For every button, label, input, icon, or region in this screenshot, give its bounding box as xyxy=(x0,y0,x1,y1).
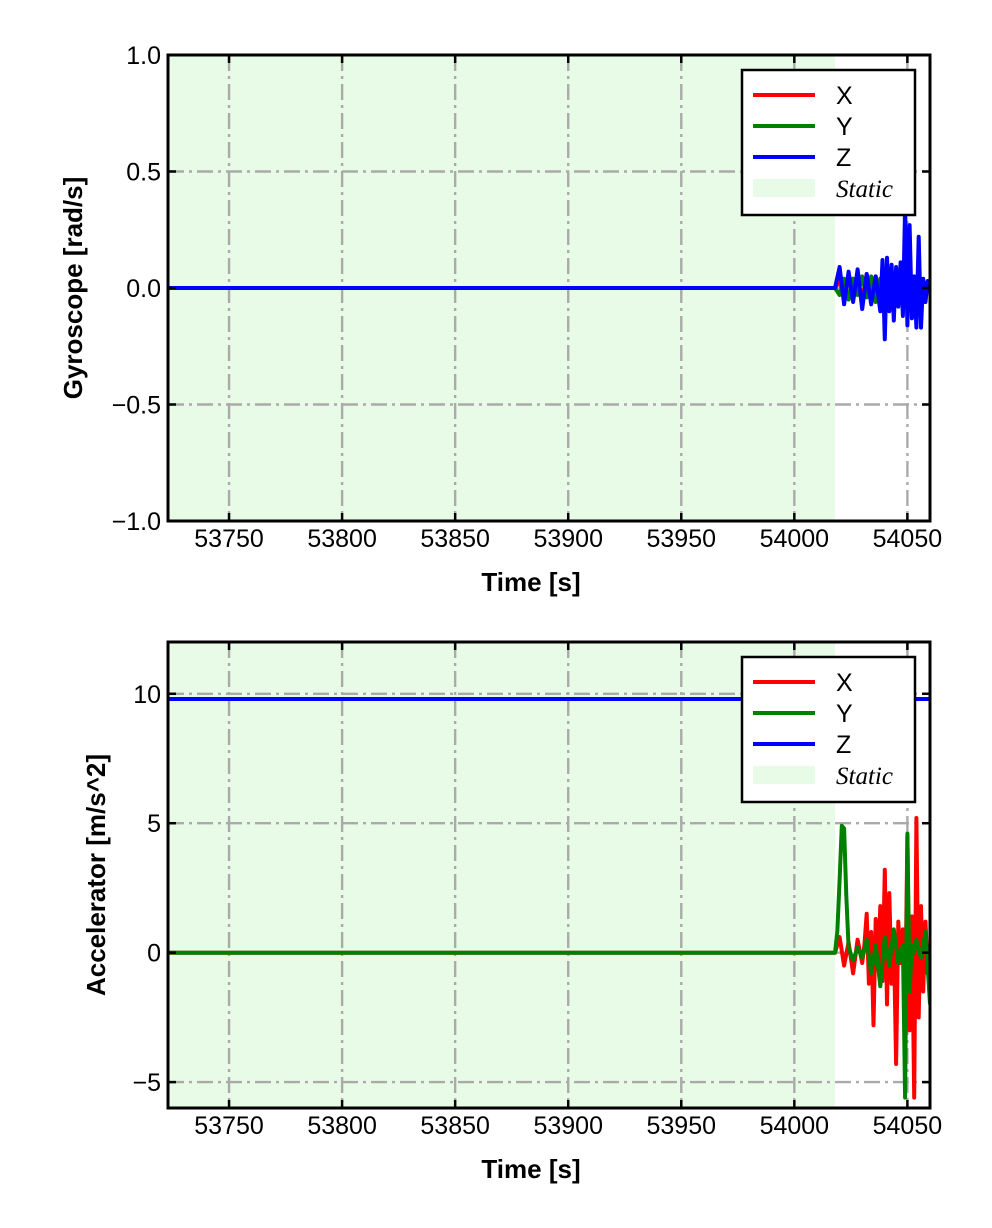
legend-label-static: Static xyxy=(836,763,893,790)
y-tick-label: 0.0 xyxy=(126,275,161,303)
series-group xyxy=(168,204,930,342)
x-tick-label: 53950 xyxy=(647,525,717,553)
legend-label-z: Z xyxy=(836,731,851,759)
legend-label-x: X xyxy=(836,669,853,697)
x-tick-label: 53850 xyxy=(420,1112,490,1140)
legend-label-static: Static xyxy=(836,176,893,203)
series-line-y xyxy=(168,823,930,1100)
gyroscope-chart: 53750 53800 53850 53900 53950 54000 54050 −1.0 −… xyxy=(58,42,942,597)
x-tick-label: 53950 xyxy=(647,1112,717,1140)
accelerometer-chart: 53750 53800 53850 53900 53950 54000 54050 −5 0 5 1… xyxy=(81,640,943,1184)
plot-frame xyxy=(166,640,932,1110)
y-tick-label: 1.0 xyxy=(126,42,161,70)
static-region xyxy=(168,642,836,1108)
x-tick-label: 53750 xyxy=(194,1112,264,1140)
x-tick-label: 54050 xyxy=(873,1112,943,1140)
x-tick-label: 53900 xyxy=(533,1112,603,1140)
legend-label-y: Y xyxy=(836,700,853,728)
legend-label-y: Y xyxy=(836,113,853,141)
x-tick-label: 53900 xyxy=(533,525,603,553)
y-axis-title: Gyroscope [rad/s] xyxy=(58,177,88,400)
legend-label-x: X xyxy=(836,82,853,110)
x-tick-label: 53800 xyxy=(307,1112,377,1140)
y-tick-label: 5 xyxy=(147,810,161,838)
x-tick-label: 53800 xyxy=(307,525,377,553)
x-tick-label: 54000 xyxy=(760,525,830,553)
y-tick-label: −0.5 xyxy=(112,392,161,420)
legend-swatch-static xyxy=(753,766,815,784)
x-axis-title: Time [s] xyxy=(481,1154,580,1184)
x-tick-label: 53750 xyxy=(194,525,264,553)
series-line-z xyxy=(168,204,930,342)
y-tick-label: −5 xyxy=(132,1069,161,1097)
y-tick-label: 10 xyxy=(133,681,161,709)
legend-label-z: Z xyxy=(836,144,851,172)
legend-swatch-static xyxy=(753,179,815,197)
y-tick-label: 0.5 xyxy=(126,159,161,187)
y-tick-label: −1.0 xyxy=(112,508,161,536)
x-axis-title: Time [s] xyxy=(481,567,580,597)
y-tick-label: 0 xyxy=(147,940,161,968)
x-tick-label: 54000 xyxy=(760,1112,830,1140)
legend: XYZ Static xyxy=(740,655,917,804)
y-axis-title: Accelerator [m/s^2] xyxy=(81,754,111,996)
legend: XYZ Static xyxy=(740,68,917,217)
x-tick-label: 54050 xyxy=(873,525,943,553)
x-tick-label: 53850 xyxy=(420,525,490,553)
